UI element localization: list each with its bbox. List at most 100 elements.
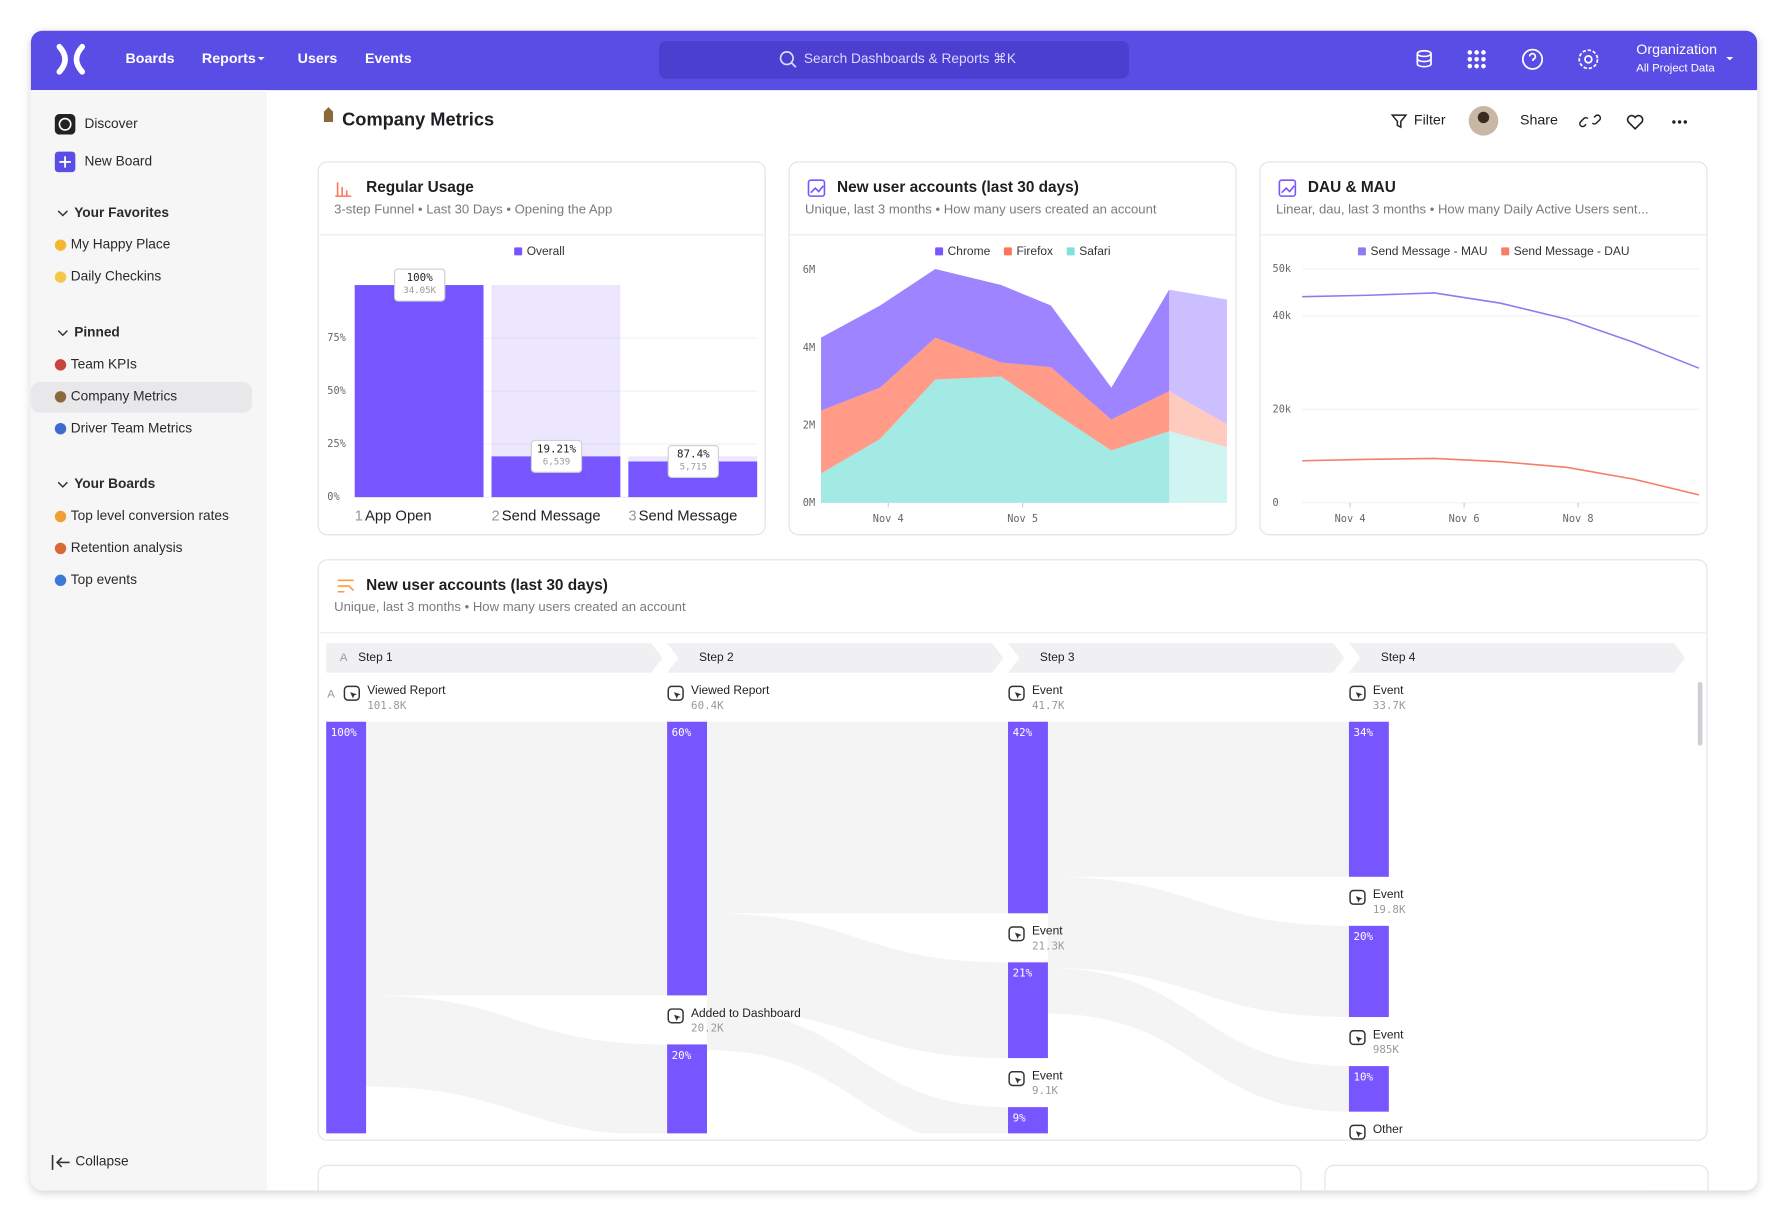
org-subtitle[interactable]: All Project Data bbox=[1636, 62, 1715, 74]
collapse[interactable]: Collapse bbox=[75, 1153, 128, 1168]
node-icon bbox=[1008, 1071, 1025, 1087]
section-title[interactable]: Pinned bbox=[74, 325, 120, 340]
section-caret bbox=[57, 210, 68, 217]
y-tick-label: 2M bbox=[803, 419, 815, 431]
node-count: 19.8K bbox=[1373, 903, 1406, 916]
node-icon bbox=[667, 1008, 684, 1024]
y-tick-label: 75% bbox=[327, 332, 346, 344]
step-name: Step 2 bbox=[699, 650, 734, 664]
node-count: 21.3K bbox=[1032, 939, 1065, 952]
x-tick-label: Nov 4 bbox=[873, 513, 904, 525]
link-icon[interactable] bbox=[1579, 114, 1602, 128]
legend: Overall bbox=[514, 244, 565, 258]
nav-item[interactable]: Events bbox=[365, 51, 412, 67]
node-icon bbox=[1008, 685, 1025, 701]
node-icon bbox=[1008, 685, 1025, 701]
caret bbox=[257, 57, 265, 61]
more-icon[interactable] bbox=[1672, 120, 1687, 124]
step-number: 2 bbox=[492, 508, 500, 524]
flow-bar bbox=[326, 721, 367, 1134]
nav-item[interactable]: Users bbox=[298, 51, 338, 67]
flow-band bbox=[366, 721, 668, 996]
flow-link bbox=[707, 1009, 1009, 1134]
node-icon bbox=[1349, 685, 1366, 701]
count-label: 34.05K bbox=[403, 286, 436, 296]
filter-button[interactable]: Filter bbox=[1414, 113, 1446, 129]
apps-icon[interactable] bbox=[1467, 50, 1486, 69]
partial-area bbox=[1169, 391, 1227, 447]
sidebar-item[interactable]: Company Metrics bbox=[71, 388, 178, 403]
lower-cards bbox=[317, 1164, 1709, 1191]
section-title[interactable]: Your Boards bbox=[74, 476, 155, 491]
new-board[interactable]: New Board bbox=[84, 154, 152, 169]
node-icon bbox=[1014, 932, 1022, 939]
y-tick-label: 50% bbox=[327, 385, 346, 397]
step-name: Step 1 bbox=[358, 650, 393, 664]
sidebar-item[interactable]: Top level conversion rates bbox=[71, 508, 229, 523]
partial-area bbox=[1169, 431, 1227, 503]
logo[interactable] bbox=[56, 43, 86, 75]
y-tick-label: 4M bbox=[803, 342, 815, 354]
nav-icons[interactable] bbox=[1416, 48, 1599, 70]
scrollbar[interactable] bbox=[1697, 681, 1703, 746]
search-icon bbox=[779, 51, 794, 66]
sidebar-item[interactable]: Driver Team Metrics bbox=[71, 420, 192, 435]
area bbox=[821, 376, 1170, 503]
percent-label: 20% bbox=[1353, 930, 1373, 943]
item-icon bbox=[54, 423, 67, 435]
legend-swatch bbox=[1501, 247, 1510, 256]
percent-label: 60% bbox=[672, 726, 692, 739]
x-tick-label: Send Message bbox=[639, 508, 738, 524]
conversion-box bbox=[530, 439, 583, 473]
node-icon bbox=[1355, 896, 1363, 903]
favorite-icon[interactable] bbox=[1626, 114, 1644, 130]
node-label: Added to Dashboard bbox=[691, 1006, 801, 1020]
node-icon bbox=[667, 685, 684, 701]
percent-label: 20% bbox=[672, 1049, 692, 1062]
item-icon bbox=[54, 542, 67, 555]
node-icon bbox=[1014, 1077, 1022, 1084]
sidebar-item[interactable]: Daily Checkins bbox=[71, 269, 162, 284]
nav-item[interactable]: Reports bbox=[202, 51, 256, 67]
sidebar-item[interactable]: Team KPIs bbox=[71, 356, 137, 371]
percent-label: 9% bbox=[1013, 1112, 1027, 1125]
sidebar bbox=[30, 90, 267, 1191]
x-tick-label: App Open bbox=[365, 508, 432, 524]
node-icon bbox=[1349, 1124, 1366, 1140]
node-icon bbox=[343, 685, 360, 701]
section-title[interactable]: Your Favorites bbox=[74, 205, 169, 220]
org-title[interactable]: Organization bbox=[1636, 42, 1717, 58]
flow-band bbox=[707, 721, 1009, 914]
share-button[interactable]: Share bbox=[1520, 113, 1558, 129]
partial-area bbox=[1169, 289, 1227, 425]
discover-icon bbox=[58, 117, 72, 131]
x-tick-label: Nov 6 bbox=[1449, 513, 1480, 525]
node-count: 9.1K bbox=[1032, 1084, 1059, 1097]
segment-label: A bbox=[340, 652, 348, 664]
card-title: New user accounts (last 30 days) bbox=[837, 179, 1079, 196]
flow-bar bbox=[1348, 721, 1389, 877]
board-icon bbox=[323, 107, 334, 122]
nav-item[interactable]: Boards bbox=[126, 51, 175, 67]
node-label: Event bbox=[1032, 1068, 1063, 1082]
step-header bbox=[1348, 643, 1686, 673]
y-tick-label: 0M bbox=[803, 497, 815, 509]
item-icon bbox=[54, 391, 67, 403]
node-count: 41.7K bbox=[1032, 699, 1065, 712]
flow-bar bbox=[1348, 925, 1389, 1018]
line bbox=[1302, 292, 1700, 369]
search-box[interactable] bbox=[659, 41, 1129, 79]
node-label: Event bbox=[1373, 887, 1404, 901]
count-label: 6,539 bbox=[543, 458, 570, 468]
sidebar-item[interactable]: Top events bbox=[71, 572, 137, 587]
count-label: 5,715 bbox=[680, 463, 707, 473]
sidebar-item[interactable]: Retention analysis bbox=[71, 540, 183, 555]
sidebar-item[interactable]: My Happy Place bbox=[71, 237, 171, 252]
conversion-label: 19.21% bbox=[537, 443, 577, 456]
step-header bbox=[326, 643, 663, 673]
card-title: DAU & MAU bbox=[1308, 179, 1396, 196]
discover[interactable]: Discover bbox=[84, 116, 138, 131]
flow-bar bbox=[667, 1044, 708, 1134]
card-subtitle: Unique, last 3 months • How many users c… bbox=[805, 201, 1157, 216]
card-subtitle: Unique, last 3 months • How many users c… bbox=[334, 599, 686, 614]
